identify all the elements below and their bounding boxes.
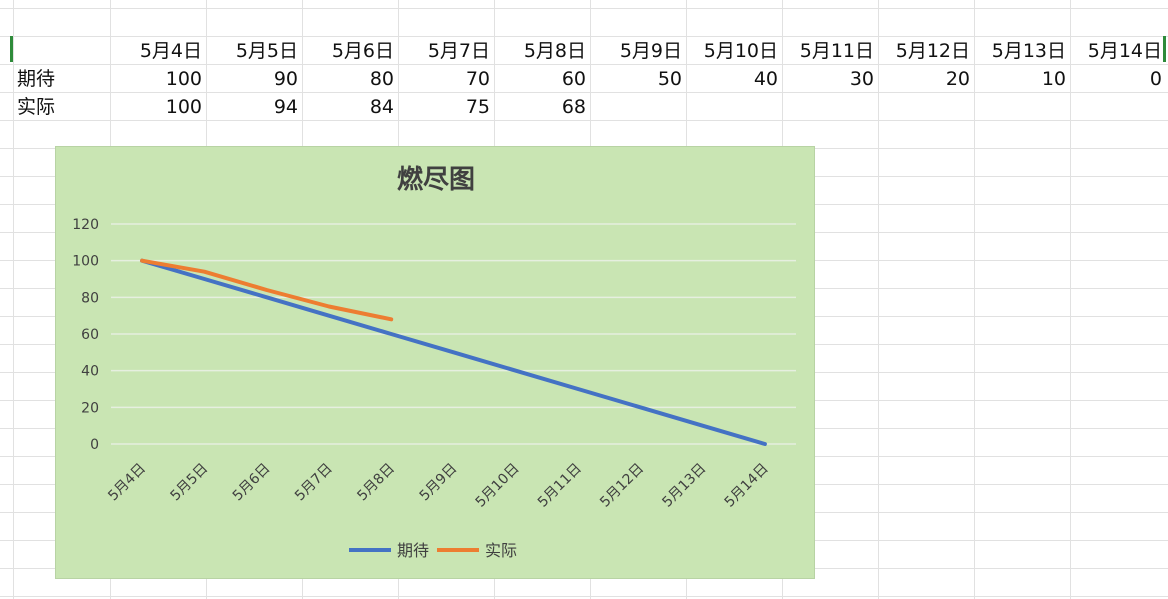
chart-canvas: 燃尽图 0 20 40 60 80 100 120 5月4日 5月5日 5月6日 5月7日 5月8日… bbox=[72, 165, 796, 560]
y-tick-label: 60 bbox=[81, 327, 99, 343]
row-selection-marker bbox=[10, 36, 13, 62]
header-date-cell[interactable]: 5月14日 bbox=[1087, 40, 1162, 62]
value-cell[interactable]: 0 bbox=[1149, 68, 1162, 90]
data-point[interactable] bbox=[202, 277, 206, 281]
data-point[interactable] bbox=[576, 387, 580, 391]
value-cell[interactable]: 50 bbox=[657, 68, 682, 90]
data-point[interactable] bbox=[701, 424, 705, 428]
y-tick-label: 20 bbox=[81, 400, 99, 416]
value-cell[interactable]: 94 bbox=[273, 96, 298, 118]
row-label-cell[interactable]: 实际 bbox=[17, 96, 56, 118]
y-tick-label: 80 bbox=[81, 290, 99, 306]
value-cell[interactable]: 75 bbox=[465, 96, 490, 118]
value-cell[interactable]: 84 bbox=[369, 96, 394, 118]
header-date-cell[interactable]: 5月8日 bbox=[523, 40, 586, 62]
chart-series bbox=[140, 258, 767, 446]
chart-gridlines bbox=[111, 223, 796, 445]
data-point[interactable] bbox=[763, 442, 767, 446]
x-tick-label: 5月12日 bbox=[597, 461, 647, 511]
data-point[interactable] bbox=[265, 288, 269, 292]
x-tick-label: 5月14日 bbox=[722, 461, 772, 511]
value-cell[interactable]: 70 bbox=[465, 68, 490, 90]
x-tick-label: 5月5日 bbox=[168, 461, 212, 505]
value-cell[interactable]: 100 bbox=[165, 96, 202, 118]
data-point[interactable] bbox=[327, 314, 331, 318]
x-tick-label: 5月4日 bbox=[105, 461, 149, 505]
chart-title[interactable]: 燃尽图 bbox=[397, 165, 475, 195]
data-point[interactable] bbox=[514, 369, 518, 373]
data-point[interactable] bbox=[389, 332, 393, 336]
value-cell[interactable]: 68 bbox=[561, 96, 586, 118]
data-point[interactable] bbox=[638, 405, 642, 409]
column-selection-marker bbox=[1163, 36, 1166, 62]
header-date-cell[interactable]: 5月9日 bbox=[619, 40, 682, 62]
legend-label: 期待 bbox=[397, 541, 429, 560]
header-date-cell[interactable]: 5月6日 bbox=[331, 40, 394, 62]
row-label-cell[interactable]: 期待 bbox=[17, 68, 56, 90]
value-cell[interactable]: 40 bbox=[753, 68, 778, 90]
burndown-chart[interactable]: 燃尽图 0 20 40 60 80 100 120 5月4日 5月5日 5月6日 5月7日 5月8日… bbox=[55, 146, 815, 579]
x-tick-label: 5月11日 bbox=[535, 461, 585, 511]
value-cell[interactable]: 20 bbox=[945, 68, 970, 90]
value-cell[interactable]: 80 bbox=[369, 68, 394, 90]
x-tick-label: 5月9日 bbox=[417, 461, 461, 505]
value-cell[interactable]: 30 bbox=[849, 68, 874, 90]
x-tick-label: 5月10日 bbox=[473, 461, 523, 511]
header-date-cell[interactable]: 5月13日 bbox=[991, 40, 1066, 62]
x-tick-label: 5月6日 bbox=[230, 461, 274, 505]
y-tick-label: 100 bbox=[72, 254, 99, 270]
data-point[interactable] bbox=[140, 259, 144, 263]
value-cell[interactable]: 90 bbox=[273, 68, 298, 90]
y-tick-label: 40 bbox=[81, 364, 99, 380]
header-date-cell[interactable]: 5月11日 bbox=[799, 40, 874, 62]
value-cell[interactable]: 100 bbox=[165, 68, 202, 90]
y-tick-label: 120 bbox=[72, 217, 99, 233]
header-date-cell[interactable]: 5月7日 bbox=[427, 40, 490, 62]
header-date-cell[interactable]: 5月5日 bbox=[235, 40, 298, 62]
x-tick-label: 5月7日 bbox=[292, 461, 336, 505]
value-cell[interactable]: 10 bbox=[1041, 68, 1066, 90]
data-point[interactable] bbox=[452, 350, 455, 354]
legend-label: 实际 bbox=[485, 541, 517, 560]
value-cell[interactable]: 60 bbox=[561, 68, 586, 90]
data-point[interactable] bbox=[327, 305, 331, 308]
chart-legend[interactable]: 期待 实际 bbox=[349, 541, 517, 560]
data-point[interactable] bbox=[265, 295, 269, 299]
y-tick-label: 0 bbox=[90, 437, 99, 453]
x-tick-label: 5月8日 bbox=[354, 461, 398, 505]
x-axis-ticks: 5月4日 5月5日 5月6日 5月7日 5月8日 5月9日 5月10日 5月11日 5月12日 5… bbox=[105, 461, 771, 511]
header-date-cell[interactable]: 5月4日 bbox=[139, 40, 202, 62]
x-tick-label: 5月13日 bbox=[659, 461, 709, 511]
data-point[interactable] bbox=[202, 270, 206, 274]
header-date-cell[interactable]: 5月10日 bbox=[703, 40, 778, 62]
y-axis-ticks: 0 20 40 60 80 100 120 bbox=[72, 217, 99, 453]
data-point[interactable] bbox=[389, 317, 393, 321]
header-date-cell[interactable]: 5月12日 bbox=[895, 40, 970, 62]
